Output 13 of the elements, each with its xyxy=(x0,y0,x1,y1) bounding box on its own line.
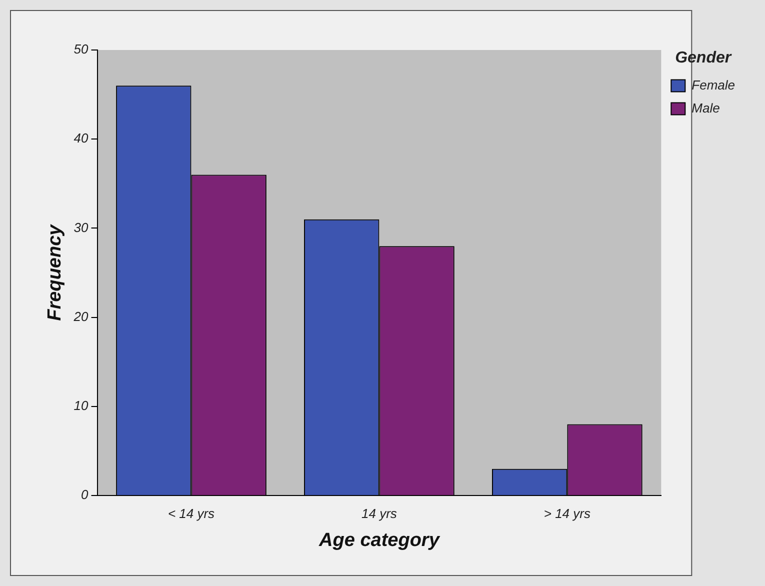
y-tick-label: 0 xyxy=(81,487,90,502)
legend-label: Male xyxy=(692,100,720,116)
legend-label: Female xyxy=(692,77,736,92)
x-axis-title: Age category xyxy=(318,530,441,551)
y-tick-label: 10 xyxy=(74,398,90,414)
y-tick-label: 30 xyxy=(74,220,90,235)
x-tick-label: < 14 yrs xyxy=(168,506,216,522)
y-tick-label: 20 xyxy=(72,308,90,324)
x-tick-label: 14 yrs xyxy=(362,506,398,522)
x-tick-label: > 14 yrs xyxy=(544,506,591,522)
y-tick-label: 40 xyxy=(74,130,90,146)
y-axis-title: Frequency xyxy=(44,223,66,321)
y-tick-label: 50 xyxy=(74,42,90,57)
